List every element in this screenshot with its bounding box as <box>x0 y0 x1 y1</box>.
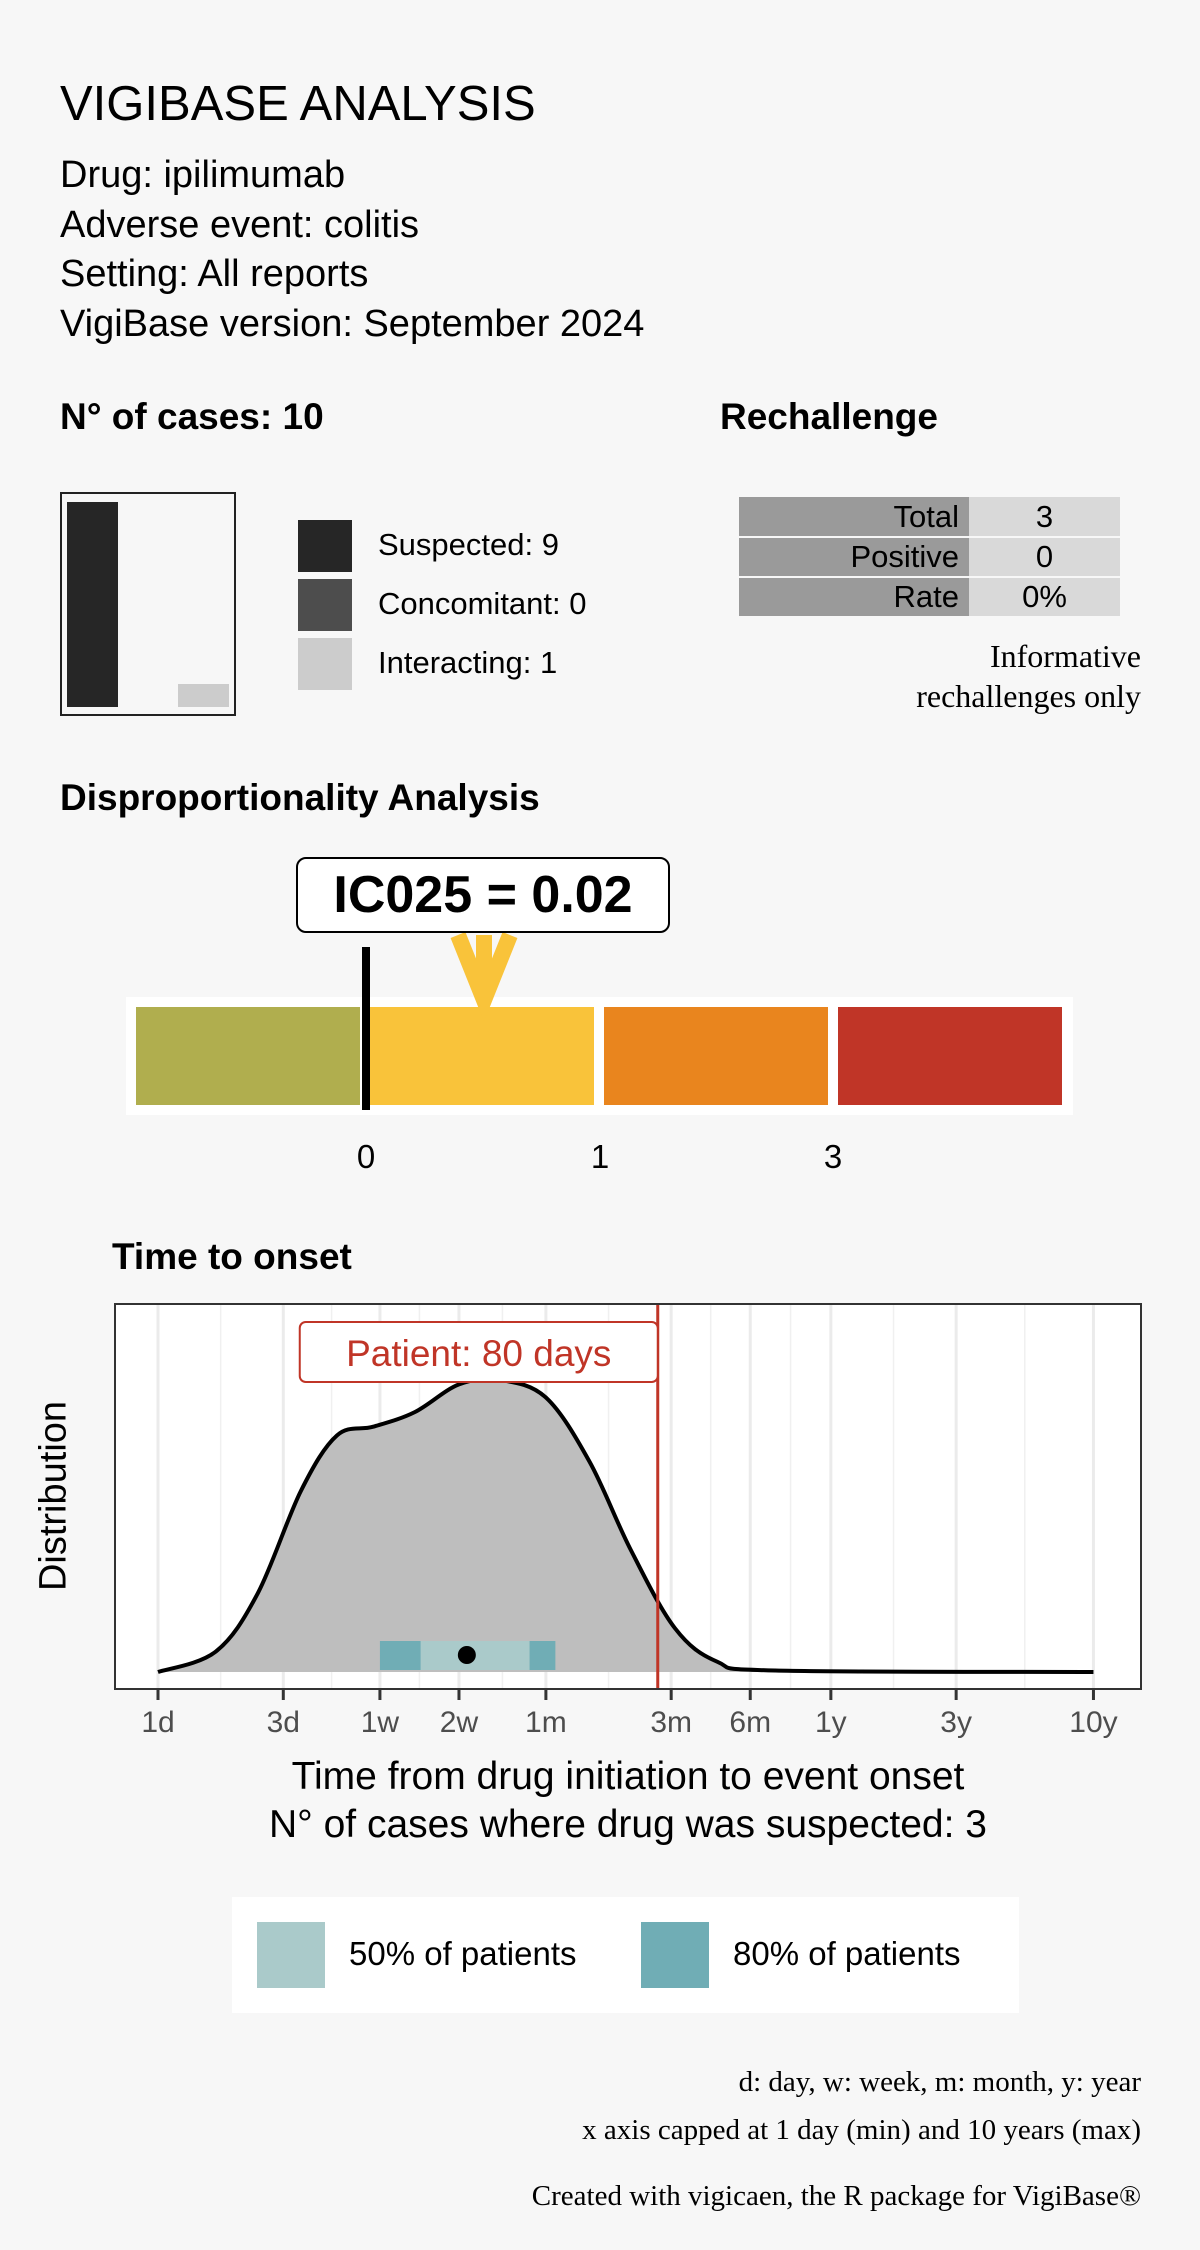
legend-label-50: 50% of patients <box>349 1935 577 1972</box>
ic-tick-0: 0 <box>356 1138 376 1175</box>
ic-segment <box>136 1007 360 1105</box>
ic025-label: IC025 = 0.02 <box>296 857 670 933</box>
table-row: Positive 0 <box>739 537 1120 578</box>
x-tick-label: 1w <box>360 1706 400 1739</box>
row-key: Rate <box>739 577 969 618</box>
cases-bar-interacting <box>178 684 229 707</box>
drug-info: Drug: ipilimumab <box>60 154 346 196</box>
table-row: Rate 0% <box>739 577 1120 618</box>
x-tick-label: 1y <box>815 1706 847 1739</box>
row-value: 3 <box>969 497 1120 538</box>
tto-legend: 50% of patients 80% of patients <box>232 1897 1019 2013</box>
ic-segment <box>838 1007 1062 1105</box>
footer: Created with vigicaen, the R package for… <box>531 2180 1141 2212</box>
row-value: 0 <box>969 537 1120 578</box>
legend-label-interacting: Interacting: 1 <box>378 645 558 680</box>
legend-swatch-interacting <box>298 638 352 690</box>
legend-label-suspected: Suspected: 9 <box>378 527 559 562</box>
version-info: VigiBase version: September 2024 <box>60 303 645 345</box>
disproportionality-heading: Disproportionality Analysis <box>60 777 540 818</box>
tto-title: Time to onset <box>112 1236 352 1277</box>
arrow-down-icon <box>450 932 518 1022</box>
legend-swatch-concomitant <box>298 579 352 631</box>
legend-swatch-80 <box>641 1922 709 1988</box>
cases-bar-suspected <box>67 502 118 707</box>
x-tick-label: 3d <box>266 1706 300 1739</box>
setting-info: Setting: All reports <box>60 253 369 295</box>
y-axis-label: Distribution <box>32 1400 75 1592</box>
ic-tick-3: 3 <box>823 1138 843 1175</box>
x-tick-label: 6m <box>729 1706 772 1739</box>
x-tick-label: 2w <box>439 1706 479 1739</box>
rechallenge-note-1: Informative <box>989 638 1141 674</box>
ic-segment <box>370 1007 594 1105</box>
legend-label-concomitant: Concomitant: 0 <box>378 586 587 621</box>
patient-label: Patient: 80 days <box>346 1333 611 1374</box>
ic-segment <box>604 1007 828 1105</box>
page-title: VIGIBASE ANALYSIS <box>60 77 536 131</box>
patient-label-box <box>298 1321 659 1383</box>
x-axis-label: Time from drug initiation to event onset <box>291 1755 965 1798</box>
x-tick-label: 3y <box>940 1706 972 1739</box>
note-abbrev: d: day, w: week, m: month, y: year <box>738 2066 1141 2098</box>
ic-tick-1: 1 <box>590 1138 610 1175</box>
legend-swatch-50 <box>257 1922 325 1988</box>
table-row: Total 3 <box>739 497 1120 538</box>
rechallenge-table: Total 3 Positive 0 Rate 0% <box>739 497 1120 618</box>
row-value: 0% <box>969 577 1120 618</box>
row-key: Positive <box>739 537 969 578</box>
cases-heading: N° of cases: 10 <box>60 396 324 437</box>
x-tick-label: 1d <box>141 1706 175 1739</box>
x-tick-label: 1m <box>525 1706 567 1739</box>
x-axis-sublabel: N° of cases where drug was suspected: 3 <box>269 1803 987 1846</box>
cases-bar-chart <box>60 492 236 716</box>
x-tick-label: 3m <box>650 1706 693 1739</box>
row-key: Total <box>739 497 969 538</box>
rechallenge-note-2: rechallenges only <box>916 678 1141 714</box>
legend-swatch-suspected <box>298 520 352 572</box>
event-info: Adverse event: colitis <box>60 204 420 246</box>
legend-label-80: 80% of patients <box>733 1935 961 1972</box>
density-area <box>158 1378 1094 1672</box>
rechallenge-heading: Rechallenge <box>720 396 938 437</box>
median-point <box>457 1646 476 1664</box>
x-tick-label: 10y <box>1069 1706 1118 1739</box>
note-cap: x axis capped at 1 day (min) and 10 year… <box>582 2114 1141 2146</box>
